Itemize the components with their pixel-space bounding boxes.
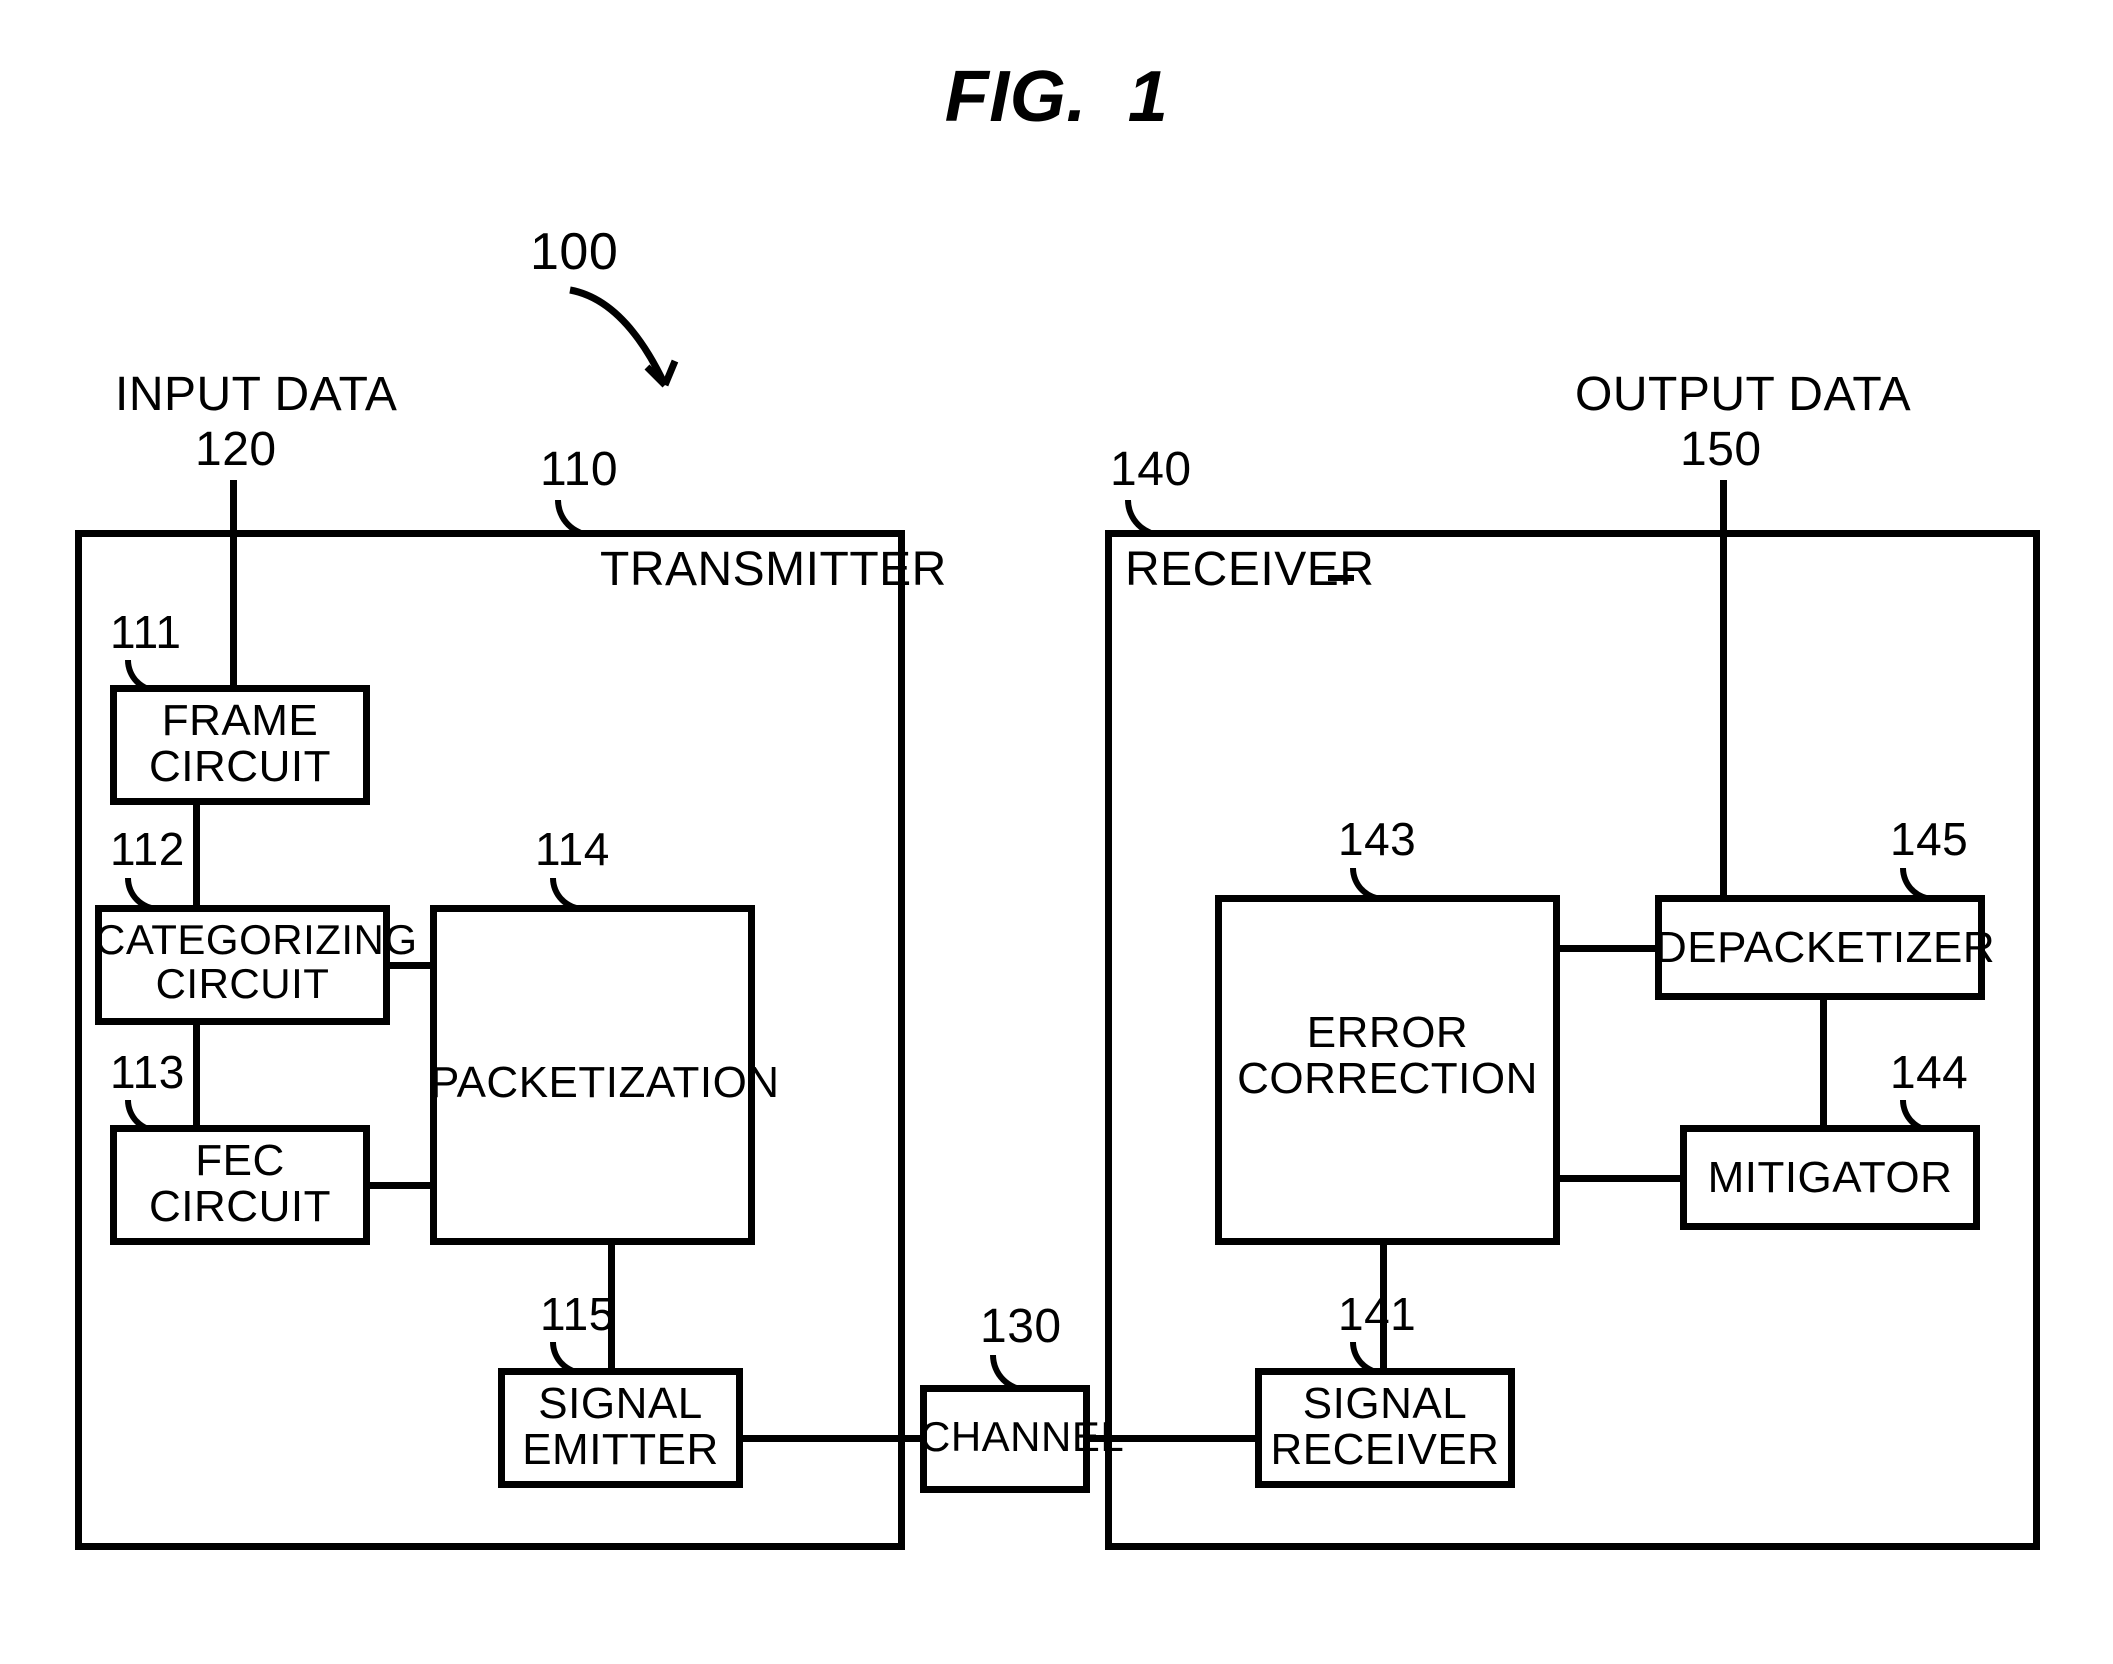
input-data-label: INPUT DATA [115, 370, 397, 420]
conn-emitter-channel [743, 1435, 920, 1442]
frame-ref: 111 [110, 608, 181, 656]
emitter-ref: 115 [540, 1290, 615, 1338]
conn-errcor-mitig [1560, 1175, 1680, 1182]
sigrx-ref: 141 [1338, 1290, 1416, 1338]
packet-label: PACKETIZATION [430, 1060, 755, 1106]
fec-label: FEC CIRCUIT [110, 1138, 370, 1230]
conn-packet-emitter [608, 1245, 615, 1368]
conn-depkt-output [1720, 480, 1727, 895]
sigrx-label: SIGNAL RECEIVER [1255, 1381, 1515, 1473]
figure-title: FIG. 1 [0, 60, 2113, 136]
figure-canvas: FIG. 1 100 INPUT DATA 120 OUTPUT DATA 15… [0, 0, 2113, 1664]
transmitter-ref: 110 [540, 445, 618, 495]
system-ref: 100 [530, 225, 618, 280]
conn-categorize-packet [390, 962, 430, 969]
input-data-ref: 120 [195, 425, 277, 475]
channel-label: CHANNEL [920, 1415, 1090, 1459]
depkt-label: DEPACKETIZER [1655, 925, 1985, 971]
output-data-ref: 150 [1680, 425, 1762, 475]
emitter-label: SIGNAL EMITTER [498, 1381, 743, 1473]
categorize-ref: 112 [110, 825, 185, 873]
conn-frame-categorize [193, 805, 200, 905]
receiver-ref: 140 [1110, 445, 1192, 495]
conn-categorize-fec [193, 1025, 200, 1125]
errcor-label: ERROR CORRECTION [1215, 1010, 1560, 1102]
conn-channel-sigrx [1090, 1435, 1255, 1442]
depkt-ref: 145 [1890, 815, 1968, 863]
output-data-label: OUTPUT DATA [1575, 370, 1911, 420]
system-ref-arrow [555, 285, 695, 405]
conn-input-frame [230, 480, 237, 685]
fec-ref: 113 [110, 1048, 185, 1096]
conn-fec-packet [370, 1182, 430, 1189]
conn-depkt-mitig [1820, 1000, 1827, 1125]
transmitter-label: TRANSMITTER [600, 545, 947, 595]
receiver-label-dash [1328, 575, 1354, 581]
conn-errcor-depkt [1560, 945, 1655, 952]
conn-sigrx-errcor [1380, 1245, 1387, 1368]
errcor-ref: 143 [1338, 815, 1416, 863]
receiver-label: RECEIVER [1125, 545, 1374, 595]
mitig-label: MITIGATOR [1680, 1155, 1980, 1201]
packet-ref: 114 [535, 825, 610, 873]
categorize-label: CATEGORIZING CIRCUIT [95, 918, 390, 1006]
frame-label: FRAME CIRCUIT [110, 698, 370, 790]
mitig-ref: 144 [1890, 1048, 1968, 1096]
channel-ref: 130 [980, 1302, 1062, 1352]
